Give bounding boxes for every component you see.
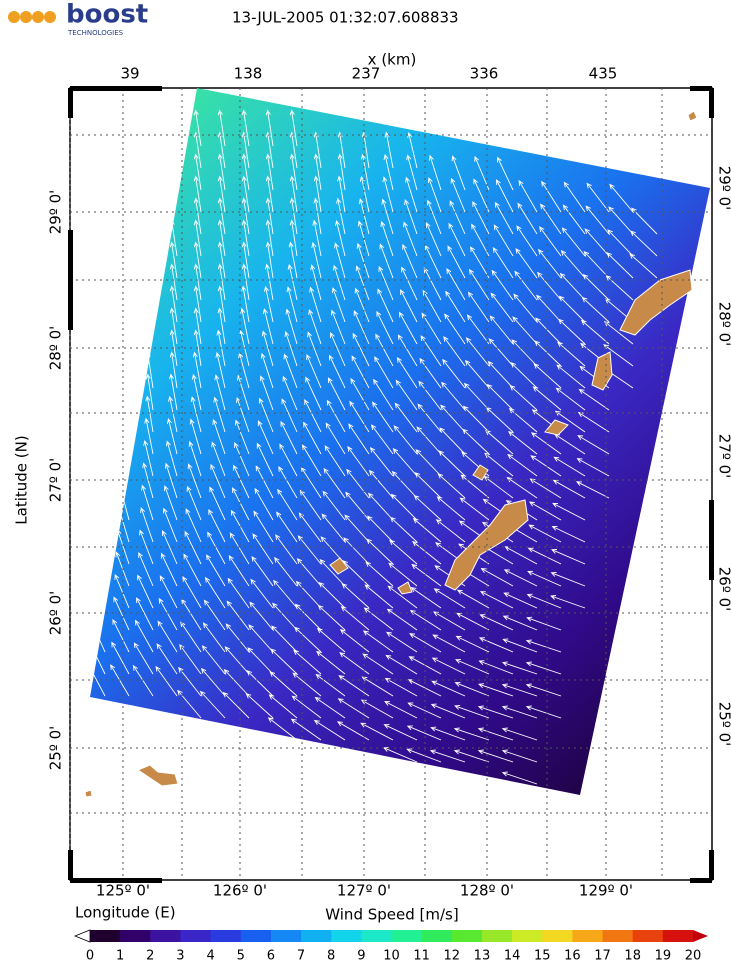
frame-tick bbox=[68, 230, 73, 330]
colorbar-tick-label: 11 bbox=[413, 949, 430, 964]
colorbar-cell bbox=[542, 930, 573, 942]
colorbar-end bbox=[693, 930, 708, 942]
colorbar-cell bbox=[512, 930, 543, 942]
colorbar-tick-label: 7 bbox=[297, 949, 305, 964]
frame-tick bbox=[690, 878, 712, 883]
colorbar-tick-label: 6 bbox=[267, 949, 275, 964]
colorbar-tick-label: 9 bbox=[357, 949, 365, 964]
colorbar-cell bbox=[90, 930, 121, 942]
lat-label-left: 27º 0' bbox=[47, 458, 65, 503]
colorbar-tick-label: 19 bbox=[655, 949, 672, 964]
colorbar-tick-label: 2 bbox=[146, 949, 154, 964]
km-tick-label: 435 bbox=[589, 65, 618, 83]
frame-tick bbox=[70, 86, 162, 91]
page: boost TECHNOLOGIES 13-JUL-2005 01:32:07.… bbox=[0, 0, 731, 968]
colorbar-tick-label: 13 bbox=[474, 949, 491, 964]
colorbar-title: Wind Speed [m/s] bbox=[325, 906, 458, 924]
colorbar-cell bbox=[180, 930, 211, 942]
colorbar-tick-label: 8 bbox=[327, 949, 335, 964]
frame-tick bbox=[690, 86, 712, 91]
colorbar-tick-label: 18 bbox=[624, 949, 641, 964]
km-tick-label: 138 bbox=[234, 65, 263, 83]
logo-subtext: TECHNOLOGIES bbox=[67, 29, 124, 37]
lat-label-right: 25º 0' bbox=[716, 702, 731, 747]
km-tick-label: 237 bbox=[352, 65, 381, 83]
colorbar-tick-label: 0 bbox=[86, 949, 94, 964]
colorbar-tick-label: 4 bbox=[206, 949, 214, 964]
colorbar-tick-label: 1 bbox=[116, 949, 124, 964]
frame-tick bbox=[68, 850, 73, 880]
colorbar-cell bbox=[572, 930, 603, 942]
logo: boost TECHNOLOGIES bbox=[8, 0, 148, 37]
colorbar-cell bbox=[241, 930, 272, 942]
colorbar-tick-label: 15 bbox=[534, 949, 551, 964]
colorbar-tick-label: 5 bbox=[237, 949, 245, 964]
colorbar-tick-label: 12 bbox=[444, 949, 461, 964]
lon-label: 127º 0' bbox=[337, 882, 391, 900]
lat-label-right: 29º 0' bbox=[716, 166, 731, 211]
lon-label: 125º 0' bbox=[96, 882, 150, 900]
colorbar-cell bbox=[452, 930, 483, 942]
colorbar-tick-label: 16 bbox=[564, 949, 581, 964]
colorbar-cell bbox=[211, 930, 242, 942]
lon-label: 126º 0' bbox=[213, 882, 267, 900]
colorbar-tick-label: 14 bbox=[504, 949, 521, 964]
lon-title: Longitude (E) bbox=[75, 904, 176, 922]
km-tick-label: 39 bbox=[120, 65, 139, 83]
logo-text: boost bbox=[66, 0, 148, 30]
frame-tick bbox=[709, 850, 714, 880]
colorbar-tick-label: 20 bbox=[685, 949, 702, 964]
colorbar-cell bbox=[120, 930, 151, 942]
frame-tick bbox=[709, 500, 714, 580]
lat-label-right: 28º 0' bbox=[716, 302, 731, 347]
colorbar-cell bbox=[150, 930, 181, 942]
colorbar-tick-label: 3 bbox=[176, 949, 184, 964]
colorbar-tick-label: 17 bbox=[594, 949, 611, 964]
colorbar-cell bbox=[633, 930, 664, 942]
colorbar-cell bbox=[301, 930, 332, 942]
frame-tick bbox=[68, 88, 73, 118]
km-tick-label: 336 bbox=[470, 65, 499, 83]
colorbar-start bbox=[75, 930, 90, 942]
colorbar-cell bbox=[392, 930, 423, 942]
lon-label: 128º 0' bbox=[460, 882, 514, 900]
colorbar-cell bbox=[422, 930, 453, 942]
lat-label-right: 27º 0' bbox=[716, 434, 731, 479]
lat-label-left: 26º 0' bbox=[47, 591, 65, 636]
lat-label-left: 25º 0' bbox=[47, 726, 65, 771]
timestamp: 13-JUL-2005 01:32:07.608833 bbox=[232, 9, 459, 27]
colorbar-cell bbox=[482, 930, 513, 942]
lon-label: 129º 0' bbox=[579, 882, 633, 900]
colorbar-cell bbox=[361, 930, 392, 942]
colorbar-cell bbox=[271, 930, 302, 942]
colorbar-cell bbox=[663, 930, 694, 942]
lat-title: Latitude (N) bbox=[13, 435, 31, 524]
lat-label-right: 26º 0' bbox=[716, 567, 731, 612]
lat-label-left: 28º 0' bbox=[47, 326, 65, 371]
colorbar-tick-label: 10 bbox=[383, 949, 400, 964]
colorbar-cell bbox=[603, 930, 634, 942]
lat-label-left: 29º 0' bbox=[47, 190, 65, 235]
frame-tick bbox=[709, 88, 714, 118]
colorbar-cell bbox=[331, 930, 362, 942]
